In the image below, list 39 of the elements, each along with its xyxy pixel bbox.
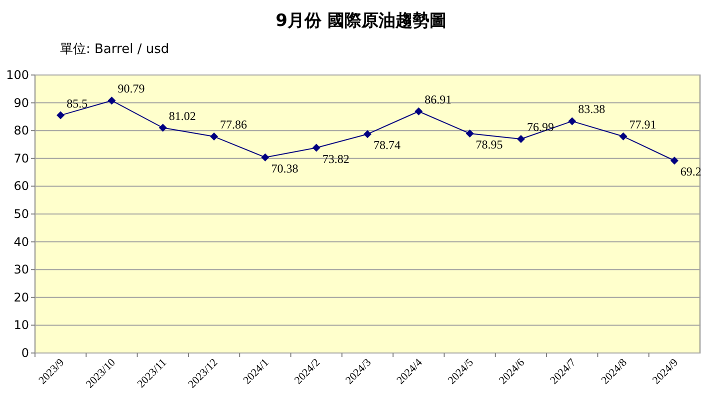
data-label: 83.38 <box>578 102 606 116</box>
point <box>670 156 678 165</box>
y-tick-label: 10 <box>14 318 29 332</box>
data-label: 77.86 <box>220 118 248 132</box>
point <box>568 117 576 126</box>
point <box>619 132 628 140</box>
data-label: 90.79 <box>118 82 145 96</box>
y-tick-label: 0 <box>21 346 29 360</box>
data-label: 73.82 <box>322 152 350 166</box>
data-label: 69.2 <box>680 164 702 179</box>
data-label: 70.38 <box>271 161 298 176</box>
y-tick-label: 20 <box>14 290 29 304</box>
y-tick-label: 50 <box>14 207 29 221</box>
point <box>466 130 474 138</box>
data-label: 81.02 <box>168 108 196 123</box>
data-label: 77.91 <box>629 117 656 132</box>
y-tick-label: 100 <box>6 68 29 82</box>
point <box>210 132 218 141</box>
data-label: 76.99 <box>526 120 554 134</box>
y-tick-label: 60 <box>14 179 29 194</box>
data-label: 78.74 <box>374 138 400 152</box>
point <box>261 153 270 162</box>
point <box>414 107 423 116</box>
chart-title: 9月份 國際原油趨勢圖 <box>276 11 446 31</box>
point <box>56 111 65 120</box>
y-tick-label: 80 <box>14 124 29 138</box>
chart-subtitle: 單位: Barrel / usd <box>60 42 170 57</box>
y-tick-label: 70 <box>14 151 29 166</box>
point <box>108 96 116 105</box>
point <box>364 130 372 138</box>
data-label: 85.5 <box>66 96 88 110</box>
y-tick-label: 30 <box>14 262 29 277</box>
point <box>312 144 320 152</box>
data-label: 78.95 <box>476 138 503 152</box>
point <box>158 124 167 132</box>
point <box>516 134 525 143</box>
y-tick-label: 40 <box>14 234 29 249</box>
data-label: 86.91 <box>424 92 452 106</box>
y-tick-label: 90 <box>14 96 29 110</box>
